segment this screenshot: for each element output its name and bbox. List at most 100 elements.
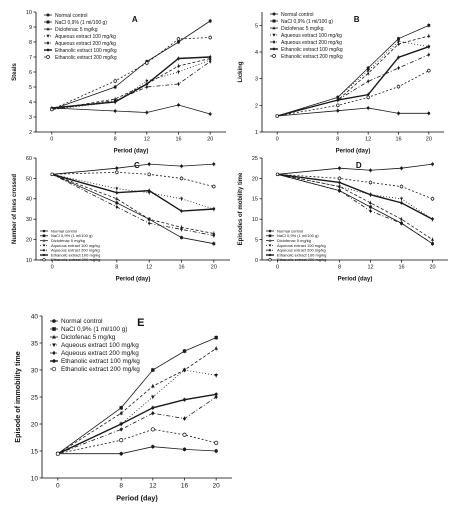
legend-entry: Aqueous extract 100 mg/kg (281, 33, 342, 39)
data-point (177, 40, 180, 44)
data-point (336, 109, 340, 113)
x-tick-label: 8 (114, 137, 117, 143)
y-tick-label: 30 (31, 367, 39, 374)
y-tick-label: 40 (31, 313, 39, 320)
data-point (427, 23, 431, 27)
data-point (337, 176, 342, 181)
data-point (119, 406, 123, 410)
series-line (277, 40, 429, 117)
panel-label: B (354, 15, 360, 24)
data-point (115, 187, 119, 191)
data-point (208, 112, 212, 116)
legend-marker (272, 19, 276, 23)
y-tick-label: 25 (252, 156, 258, 162)
legend-marker (268, 239, 272, 242)
x-tick-label: 20 (207, 137, 213, 143)
x-tick-label: 20 (211, 265, 217, 271)
series-line (57, 446, 217, 455)
data-point (427, 111, 431, 115)
data-point (180, 236, 183, 239)
series-6 (50, 35, 212, 112)
data-point (212, 242, 216, 246)
series-0 (56, 444, 218, 456)
series-2 (50, 56, 212, 111)
y-tick-label: 25 (31, 394, 39, 401)
legend-marker (46, 55, 50, 59)
data-point (368, 180, 373, 185)
legend-entry: Ethanolic extract 100 mg/kg (281, 47, 343, 53)
y-tick-label: 10 (26, 10, 32, 16)
y-tick-label: 5 (29, 85, 32, 91)
series-5 (50, 173, 216, 214)
panel-label: D (356, 161, 362, 170)
y-tick-label: 20 (31, 421, 39, 428)
data-point (147, 162, 151, 166)
x-tick-label: 20 (426, 137, 432, 143)
legend-entry: Ethanolic extract 200 mg/kg (277, 257, 326, 262)
data-point (214, 394, 218, 400)
legend-entry: Normal control (55, 13, 88, 19)
data-point (177, 57, 180, 60)
panel-label: A (132, 15, 138, 24)
data-point (208, 55, 212, 59)
data-point (50, 172, 54, 177)
y-tick-label: 3 (29, 115, 32, 121)
legend-entry: Aqueous extract 200 mg/kg (55, 41, 116, 47)
data-point (182, 398, 187, 402)
legend-marker (272, 54, 276, 58)
legend-entry: Ethanolic extract 100 mg/kg (55, 48, 117, 54)
x-tick-label: 12 (149, 483, 157, 490)
legend-entry: Aqueous extract 200 mg/kg (281, 40, 342, 46)
legend-entry: Diclofenac 5 mg/kg (51, 238, 85, 243)
x-tick-label: 20 (213, 483, 221, 490)
data-point (369, 168, 372, 172)
data-point (113, 85, 117, 89)
legend-entry: Aqueous extract 200 mg/kg (51, 248, 100, 253)
legend-entry: NaCl 0,9% (1 ml/100 g) (51, 233, 93, 238)
data-point (180, 227, 183, 232)
data-point (366, 66, 370, 70)
data-point (150, 384, 155, 388)
data-point (397, 56, 400, 59)
data-point (366, 93, 370, 96)
data-point (336, 96, 340, 100)
data-point (397, 66, 400, 70)
data-point (119, 411, 124, 415)
legend-marker (42, 258, 46, 262)
legend-entry: NaCl 0,9% (1 ml/100 g) (277, 233, 319, 238)
legend-marker (46, 34, 50, 38)
data-point (119, 452, 123, 456)
series-line (277, 173, 433, 220)
series-6 (50, 170, 216, 189)
y-tick-label: 15 (252, 197, 258, 203)
legend-marker (52, 359, 56, 363)
data-point (176, 64, 181, 68)
y-tick-label: 4 (29, 100, 32, 106)
legend-marker (46, 20, 50, 24)
y-tick-label: 5 (255, 23, 258, 29)
chart-panel-d: 0 5 10 15 20 25 0 8 12 16 20 Period (day) Episodes o… (238, 156, 448, 283)
series-4 (50, 59, 212, 112)
data-point (431, 242, 434, 246)
y-tick-label: 9 (29, 25, 32, 31)
data-point (50, 107, 54, 112)
y-tick-label: 60 (26, 156, 32, 162)
y-axis-label: Episodes of mobility time (238, 172, 244, 245)
series-line (277, 54, 429, 117)
y-tick-label: 1 (255, 130, 258, 136)
data-point (368, 201, 373, 204)
data-point (147, 172, 151, 177)
x-tick-label: 0 (50, 137, 53, 143)
series-2 (50, 172, 216, 236)
data-point (396, 84, 401, 89)
legend-marker (272, 33, 276, 37)
data-point (115, 166, 119, 170)
data-point (338, 166, 341, 170)
legend-entry: Aqueous extract 100 mg/kg (55, 34, 116, 40)
chart-panel-c: 10 20 30 40 50 60 0 8 12 16 20 Period (day) Number o… (12, 156, 230, 283)
data-point (179, 176, 184, 181)
data-point (147, 217, 151, 221)
data-point (182, 349, 187, 353)
data-point (212, 184, 216, 189)
